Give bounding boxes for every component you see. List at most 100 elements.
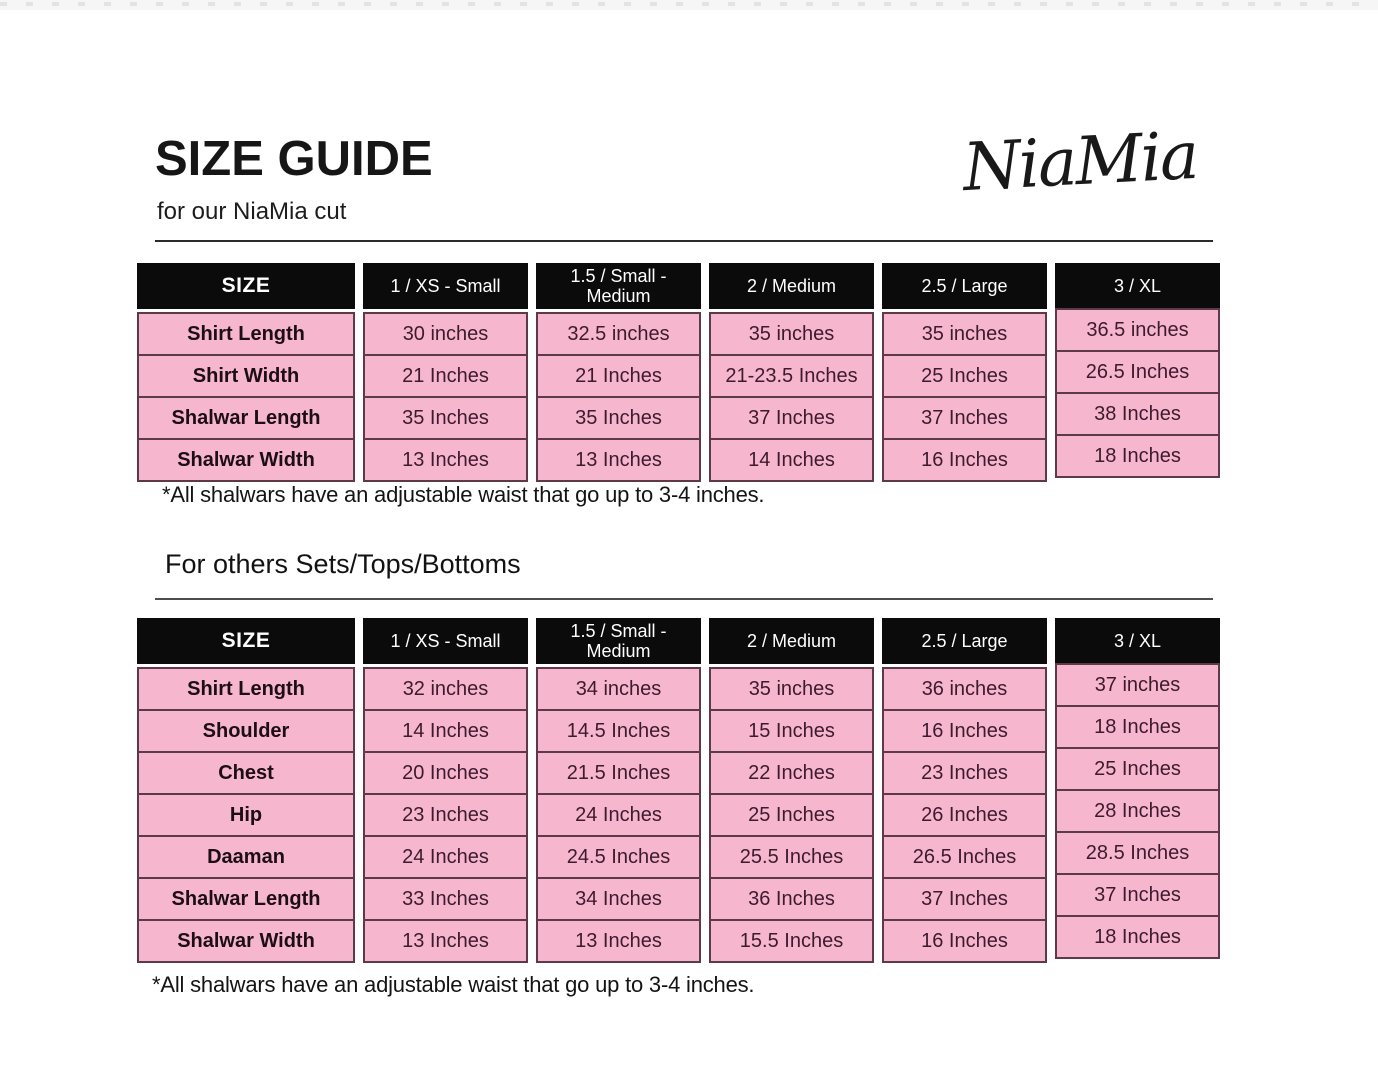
- column-header: 1 / XS - Small: [363, 618, 528, 664]
- size-value-cell: 37 Inches: [711, 396, 872, 438]
- size-value-cell: 21.5 Inches: [538, 751, 699, 793]
- size-value-cell: 14 Inches: [365, 709, 526, 751]
- divider: [155, 598, 1213, 600]
- brand-logo: NiaMia: [961, 116, 1199, 206]
- column-header: 3 / XL: [1055, 618, 1220, 664]
- row-label: Chest: [139, 751, 353, 793]
- size-value-cell: 16 Inches: [884, 919, 1045, 961]
- column-header: 1.5 / Small - Medium: [536, 263, 701, 309]
- column-header: 1.5 / Small - Medium: [536, 618, 701, 664]
- row-label: Shirt Length: [187, 677, 305, 700]
- size-value-cell: 13 Inches: [538, 919, 699, 961]
- row-label: Shirt Width: [139, 354, 353, 396]
- size-value-cell: 32 inches: [402, 677, 489, 700]
- size-value-cell: 35 inches: [748, 322, 835, 345]
- size-value-cell: 36.5 inches: [1086, 318, 1189, 341]
- size-value-cell: 23 Inches: [365, 793, 526, 835]
- row-label: Hip: [139, 793, 353, 835]
- size-value-cell: 16 Inches: [884, 709, 1045, 751]
- column-header: SIZE: [137, 263, 355, 309]
- size-value-cell: 35 inches: [921, 322, 1008, 345]
- size-value-cell: 32.5 inches: [567, 322, 670, 345]
- size-column: 1 / XS - Small 32 inches 14 Inches 20 Inche…: [363, 618, 528, 963]
- size-value-cell: 34 inches: [575, 677, 662, 700]
- column-header: 1 / XS - Small: [363, 263, 528, 309]
- section-heading: For others Sets/Tops/Bottoms: [165, 549, 521, 579]
- sets-tops-bottoms-size-table: SIZE Shirt Length Shoulder Chest Hip Daaman Sh…: [137, 618, 1220, 963]
- size-value-cell: 16 Inches: [884, 438, 1045, 480]
- row-label: Shalwar Width: [139, 919, 353, 961]
- size-column: 1.5 / Small - Medium 32.5 inches 21 Inches…: [536, 263, 701, 482]
- size-value-cell: 15.5 Inches: [711, 919, 872, 961]
- size-value-cell: 13 Inches: [365, 438, 526, 480]
- divider: [155, 240, 1213, 242]
- size-column: 1 / XS - Small 30 inches 21 Inches 35 Inche…: [363, 263, 528, 482]
- row-label: Shalwar Length: [139, 877, 353, 919]
- size-value-cell: 21 Inches: [365, 354, 526, 396]
- shalwar-waist-footnote: *All shalwars have an adjustable waist t…: [162, 482, 765, 507]
- size-value-cell: 26.5 Inches: [1057, 350, 1218, 392]
- size-value-cell: 37 Inches: [884, 877, 1045, 919]
- column-body: 35 inches 15 Inches 22 Inches 25 Inches 25.5…: [709, 667, 874, 963]
- size-value-cell: 18 Inches: [1057, 434, 1218, 476]
- size-value-cell: 18 Inches: [1057, 705, 1218, 747]
- niamia-cut-size-table: SIZE Shirt Length Shirt Width Shalwar Lengt…: [137, 263, 1220, 482]
- size-value-cell: 25 Inches: [884, 354, 1045, 396]
- shalwar-waist-footnote: *All shalwars have an adjustable waist t…: [152, 972, 755, 997]
- size-value-cell: 33 Inches: [365, 877, 526, 919]
- column-header: 2 / Medium: [709, 618, 874, 664]
- column-header: 2 / Medium: [709, 263, 874, 309]
- size-value-cell: 14 Inches: [711, 438, 872, 480]
- size-value-cell: 30 inches: [402, 322, 489, 345]
- size-value-cell: 21-23.5 Inches: [711, 354, 872, 396]
- size-label-column: SIZE Shirt Length Shoulder Chest Hip Daaman Sh…: [137, 618, 355, 963]
- size-value-cell: 23 Inches: [884, 751, 1045, 793]
- column-body: 37 inches 18 Inches 25 Inches 28 Inches 28.5…: [1055, 663, 1220, 959]
- size-value-cell: 34 Inches: [538, 877, 699, 919]
- size-value-cell: 24 Inches: [365, 835, 526, 877]
- size-value-cell: 15 Inches: [711, 709, 872, 751]
- page-subtitle: for our NiaMia cut: [157, 198, 347, 225]
- column-header: 2.5 / Large: [882, 263, 1047, 309]
- column-header: SIZE: [137, 618, 355, 664]
- size-value-cell: 14.5 Inches: [538, 709, 699, 751]
- size-value-cell: 22 Inches: [711, 751, 872, 793]
- size-column: 2 / Medium 35 inches 15 Inches 22 Inches 25 …: [709, 618, 874, 963]
- column-header: 3 / XL: [1055, 263, 1220, 309]
- size-value-cell: 35 Inches: [538, 396, 699, 438]
- column-body: 32 inches 14 Inches 20 Inches 23 Inches 24 I…: [363, 667, 528, 963]
- size-value-cell: 35 Inches: [365, 396, 526, 438]
- column-body: 30 inches 21 Inches 35 Inches 13 Inches: [363, 312, 528, 482]
- size-value-cell: 24 Inches: [538, 793, 699, 835]
- column-body: Shirt Length Shirt Width Shalwar Length Sha…: [137, 312, 355, 482]
- size-value-cell: 21 Inches: [538, 354, 699, 396]
- size-value-cell: 36 Inches: [711, 877, 872, 919]
- row-label: Shalwar Width: [139, 438, 353, 480]
- size-value-cell: 38 Inches: [1057, 392, 1218, 434]
- column-body: 32.5 inches 21 Inches 35 Inches 13 Inches: [536, 312, 701, 482]
- column-body: 34 inches 14.5 Inches 21.5 Inches 24 Inches…: [536, 667, 701, 963]
- row-label: Shoulder: [139, 709, 353, 751]
- size-column: 2.5 / Large 35 inches 25 Inches 37 Inches 16…: [882, 263, 1047, 482]
- column-body: 35 inches 21-23.5 Inches 37 Inches 14 Inche…: [709, 312, 874, 482]
- size-value-cell: 35 inches: [748, 677, 835, 700]
- row-label: Shirt Length: [187, 322, 305, 345]
- size-value-cell: 25.5 Inches: [711, 835, 872, 877]
- size-value-cell: 13 Inches: [365, 919, 526, 961]
- size-column: 2 / Medium 35 inches 21-23.5 Inches 37 Inch…: [709, 263, 874, 482]
- size-label-column: SIZE Shirt Length Shirt Width Shalwar Lengt…: [137, 263, 355, 482]
- size-value-cell: 26 Inches: [884, 793, 1045, 835]
- size-value-cell: 25 Inches: [711, 793, 872, 835]
- row-label: Daaman: [139, 835, 353, 877]
- page-title: SIZE GUIDE: [155, 132, 433, 186]
- column-body: 36 inches 16 Inches 23 Inches 26 Inches 26.5…: [882, 667, 1047, 963]
- size-value-cell: 28.5 Inches: [1057, 831, 1218, 873]
- size-value-cell: 37 Inches: [1057, 873, 1218, 915]
- size-value-cell: 18 Inches: [1057, 915, 1218, 957]
- scan-artifact-strip: [0, 0, 1378, 10]
- size-column: 1.5 / Small - Medium 34 inches 14.5 Inches…: [536, 618, 701, 963]
- size-value-cell: 37 inches: [1094, 673, 1181, 696]
- size-column: 2.5 / Large 36 inches 16 Inches 23 Inches 26…: [882, 618, 1047, 963]
- size-value-cell: 28 Inches: [1057, 789, 1218, 831]
- size-value-cell: 25 Inches: [1057, 747, 1218, 789]
